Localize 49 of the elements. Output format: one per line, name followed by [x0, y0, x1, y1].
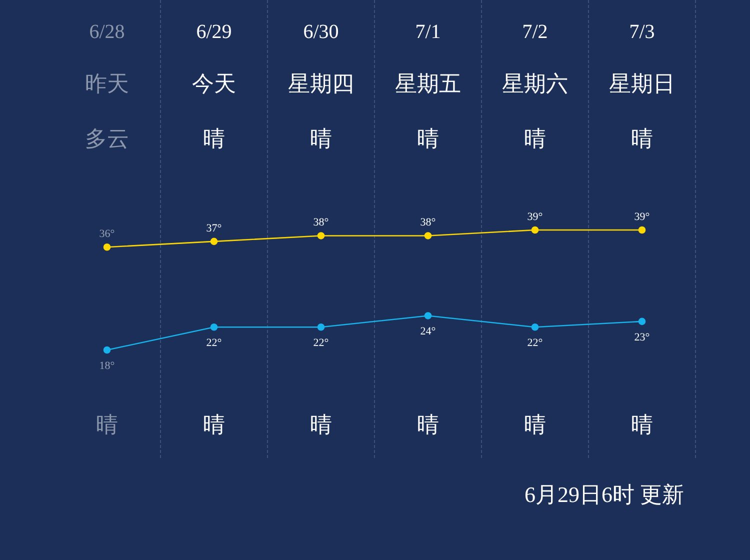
point — [638, 226, 646, 234]
text: 晴 — [95, 412, 119, 438]
point — [317, 232, 325, 240]
text: 晴 — [416, 412, 440, 438]
point — [531, 226, 539, 234]
x-tick-label: 7/1 — [415, 21, 441, 43]
text: 星期六 — [501, 71, 569, 97]
x-tick-label: 6/28 — [89, 21, 125, 43]
point — [210, 323, 218, 331]
text: 晴 — [630, 412, 654, 438]
point — [638, 318, 646, 326]
text: 晴 — [309, 126, 333, 152]
point — [531, 323, 539, 331]
text: 晴 — [630, 126, 654, 152]
data-label: 24° — [420, 326, 436, 338]
point — [103, 243, 111, 251]
text: 晴 — [309, 412, 333, 438]
data-label: 39° — [634, 211, 650, 223]
text: 昨天 — [84, 71, 130, 97]
point — [210, 238, 218, 246]
x-tick-label: 7/3 — [629, 21, 655, 43]
data-label: 22° — [313, 337, 329, 350]
x-tick-label: 7/2 — [522, 21, 548, 43]
text: 晴 — [202, 412, 226, 438]
data-label: 22° — [527, 337, 543, 350]
data-label: 18° — [99, 360, 115, 372]
x-tick-label: 6/30 — [303, 21, 339, 43]
text: 6月29日6时 更新 — [524, 481, 684, 509]
x-tick-label: 6/29 — [196, 21, 232, 43]
point — [424, 312, 432, 320]
data-label: 37° — [206, 222, 222, 234]
text: 星期日 — [608, 71, 676, 97]
data-label: 38° — [313, 216, 329, 229]
text: 多云 — [84, 126, 130, 152]
text: 今天 — [191, 71, 237, 97]
point — [424, 232, 432, 240]
point — [103, 346, 111, 354]
text: 晴 — [416, 126, 440, 152]
data-label: 22° — [206, 337, 222, 350]
text: 星期四 — [287, 71, 355, 97]
data-label: 36° — [99, 228, 115, 240]
data-label: 38° — [420, 216, 436, 229]
text: 星期五 — [394, 71, 462, 97]
point — [317, 323, 325, 331]
data-label: 23° — [634, 331, 650, 344]
data-label: 39° — [527, 211, 543, 223]
text: 晴 — [523, 126, 547, 152]
text: 晴 — [523, 412, 547, 438]
text: 晴 — [202, 126, 226, 152]
